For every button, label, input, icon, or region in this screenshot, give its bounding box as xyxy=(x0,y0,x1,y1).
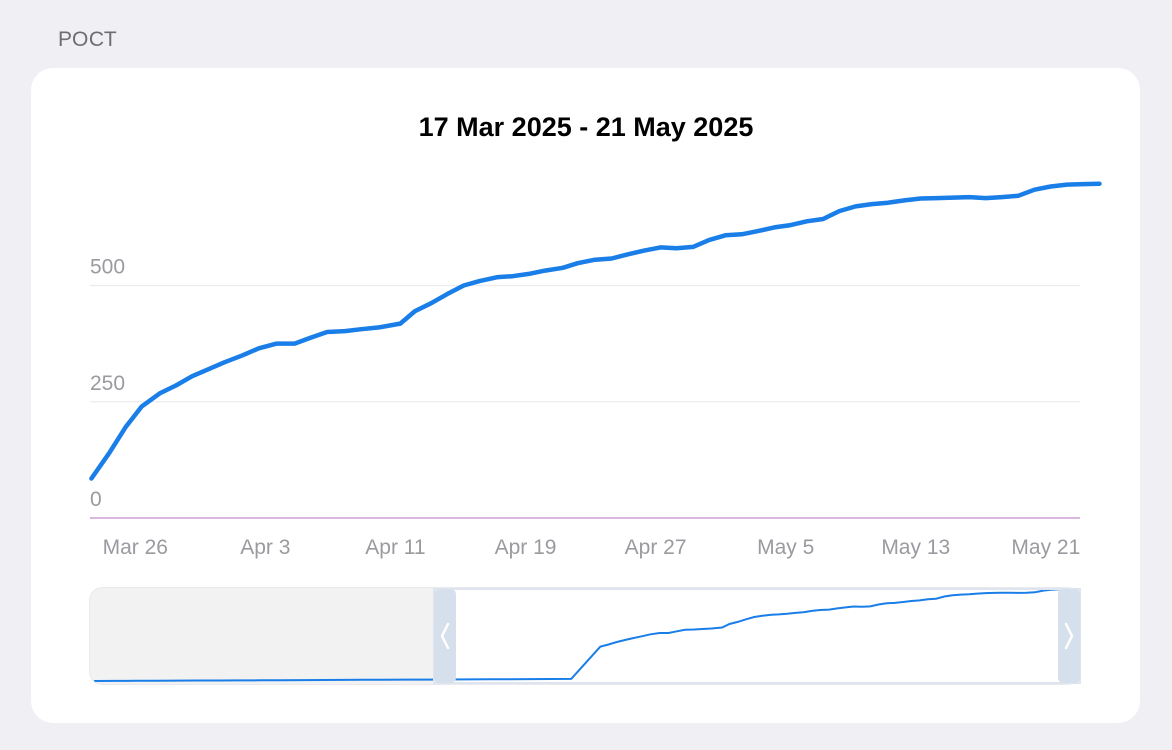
y-axis-ticks: 0 250 500 xyxy=(90,256,125,512)
y-tick-label: 0 xyxy=(90,488,102,511)
navigator-left-handle[interactable] xyxy=(434,589,456,683)
x-tick-label: Apr 11 xyxy=(365,536,425,559)
x-tick-label: May 13 xyxy=(881,536,950,559)
x-axis-ticks: Mar 26 Apr 3 Apr 11 Apr 19 Apr 27 May 5 May 13… xyxy=(103,536,1081,559)
x-tick-label: Apr 3 xyxy=(240,536,290,559)
navigator-series-line xyxy=(93,588,1077,682)
x-tick-label: May 5 xyxy=(757,536,814,559)
y-tick-label: 500 xyxy=(90,256,125,279)
x-tick-label: Apr 19 xyxy=(495,536,557,559)
chart-title: 17 Mar 2025 - 21 May 2025 xyxy=(418,112,754,142)
x-tick-label: May 21 xyxy=(1011,536,1080,559)
chevron-left-icon xyxy=(440,622,450,650)
series-line-layer xyxy=(89,181,1102,481)
navigator-unselected-shade xyxy=(90,588,438,684)
y-tick-label: 250 xyxy=(90,372,125,395)
range-navigator[interactable] xyxy=(89,587,1081,685)
x-tick-label: Mar 26 xyxy=(103,536,168,559)
chevron-right-icon xyxy=(1064,622,1074,650)
section-label: РОСТ xyxy=(58,28,118,51)
gridlines xyxy=(90,284,1080,403)
x-tick-label: Apr 27 xyxy=(625,536,687,559)
series-line-growth xyxy=(89,181,1102,481)
navigator-right-handle[interactable] xyxy=(1058,589,1080,683)
